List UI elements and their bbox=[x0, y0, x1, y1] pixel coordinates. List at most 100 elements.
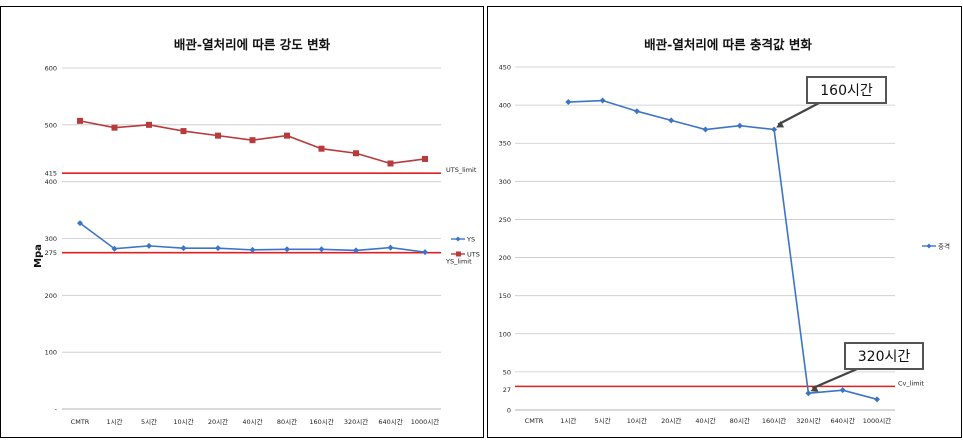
x-tick-label: 10시간 bbox=[173, 417, 193, 426]
annotation-arrowhead bbox=[776, 120, 785, 128]
x-tick-label: 20시간 bbox=[661, 416, 681, 425]
data-point bbox=[771, 126, 778, 133]
data-point bbox=[387, 160, 394, 167]
annotation-box bbox=[806, 76, 887, 104]
series-line-item bbox=[568, 99, 878, 401]
data-point bbox=[146, 242, 152, 249]
y-tick-label-item: - bbox=[55, 406, 58, 414]
x-tick-label: 640시간 bbox=[378, 417, 402, 426]
y-tick-label-300: 300 bbox=[499, 178, 511, 186]
data-point bbox=[284, 246, 290, 253]
annotation-label: 320시간 bbox=[858, 349, 911, 365]
legend-marker bbox=[926, 243, 932, 249]
legend-label-uts: UTS bbox=[467, 250, 480, 258]
y-tick-label-300: 300 bbox=[45, 235, 57, 243]
limit-label-uts-limit: UTS_limit bbox=[446, 166, 477, 174]
legend-label-ys: YS bbox=[466, 235, 475, 243]
data-point bbox=[633, 108, 640, 115]
y-tick-label-200: 200 bbox=[499, 254, 511, 262]
strength-y-axis-label: Mpa bbox=[33, 244, 44, 268]
impact-chart: 배관-열처리에 따른 충격값 변화 Cv_limit 0 27 50 100 150 20… bbox=[499, 37, 950, 425]
strength-chart: 배관-열처리에 따른 강도 변화 Mpa UTS_limit YS_limit -… bbox=[33, 37, 480, 426]
y-tick-label-100: 100 bbox=[45, 349, 57, 357]
data-point bbox=[599, 97, 606, 104]
y-tick-label-27: 27 bbox=[503, 386, 511, 394]
y-tick-label-200: 200 bbox=[45, 292, 57, 300]
x-tick-label: 320시간 bbox=[344, 417, 368, 426]
y-tick-label-350: 350 bbox=[499, 140, 511, 148]
strength-chart-title: 배관-열처리에 따른 강도 변화 bbox=[174, 37, 331, 52]
x-tick-label: 5시간 bbox=[141, 417, 157, 426]
data-point bbox=[422, 155, 428, 162]
data-point bbox=[180, 245, 187, 252]
x-tick-label: 80시간 bbox=[277, 417, 297, 426]
data-point bbox=[249, 246, 256, 253]
x-tick-label: 40시간 bbox=[242, 417, 262, 426]
x-tick-label: 1시간 bbox=[560, 416, 576, 425]
x-tick-label: 80시간 bbox=[730, 416, 750, 425]
y-tick-label-415: 415 bbox=[45, 170, 57, 178]
data-point bbox=[77, 220, 83, 227]
data-point bbox=[215, 132, 221, 139]
data-point bbox=[353, 247, 359, 254]
x-tick-label: 5시간 bbox=[595, 416, 611, 425]
data-point bbox=[318, 246, 325, 253]
data-point bbox=[146, 121, 152, 128]
data-point bbox=[249, 137, 256, 144]
y-tick-label-275: 275 bbox=[45, 249, 57, 257]
x-tick-label: 640시간 bbox=[831, 416, 855, 425]
data-point bbox=[77, 117, 83, 124]
data-point bbox=[736, 122, 743, 129]
y-tick-label-600: 600 bbox=[45, 65, 57, 73]
data-point bbox=[353, 150, 359, 157]
annotation-box bbox=[844, 342, 924, 370]
data-point bbox=[839, 387, 846, 394]
y-tick-label-400: 400 bbox=[45, 178, 57, 186]
data-point bbox=[111, 124, 118, 131]
data-point bbox=[284, 132, 290, 139]
annotation-arrow bbox=[777, 102, 820, 126]
x-tick-label: 1000시간 bbox=[863, 416, 892, 425]
x-tick-label: 1시간 bbox=[106, 417, 122, 426]
data-point bbox=[874, 396, 880, 403]
data-point bbox=[215, 245, 221, 252]
x-tick-label: 20시간 bbox=[208, 417, 228, 426]
data-point bbox=[565, 99, 572, 106]
data-point bbox=[805, 390, 812, 397]
legend-marker bbox=[455, 236, 461, 242]
x-tick-label: 160시간 bbox=[762, 416, 786, 425]
y-tick-label-50: 50 bbox=[503, 368, 511, 376]
legend-marker bbox=[456, 251, 461, 257]
y-tick-label-150: 150 bbox=[499, 292, 511, 300]
left-panel-frame bbox=[0, 6, 484, 438]
impact-chart-title: 배관-열처리에 따른 충격값 변화 bbox=[644, 37, 812, 52]
y-tick-label-100: 100 bbox=[499, 330, 511, 338]
data-point bbox=[318, 145, 325, 152]
annotation-label: 160시간 bbox=[820, 83, 873, 99]
y-tick-label-0: 0 bbox=[507, 407, 511, 415]
data-point bbox=[668, 117, 675, 124]
annotation-arrowhead bbox=[810, 385, 819, 392]
data-point bbox=[387, 244, 394, 251]
x-tick-label: 10시간 bbox=[627, 416, 647, 425]
y-tick-label-450: 450 bbox=[499, 64, 511, 72]
data-point bbox=[702, 126, 709, 133]
annotation-arrow bbox=[811, 367, 858, 390]
right-panel-frame bbox=[487, 6, 962, 438]
y-tick-label-400: 400 bbox=[499, 102, 511, 110]
data-point bbox=[422, 249, 428, 256]
data-point bbox=[111, 245, 118, 252]
x-tick-label: 40시간 bbox=[695, 416, 715, 425]
data-point bbox=[180, 128, 187, 135]
limit-label-ys-limit: YS_limit bbox=[445, 258, 472, 266]
x-tick-label: CMTR bbox=[525, 417, 544, 425]
legend-label-item: 충격 bbox=[938, 241, 950, 250]
y-tick-label-250: 250 bbox=[499, 216, 511, 224]
limit-label-cv-limit: Cv_limit bbox=[898, 379, 924, 387]
y-tick-label-500: 500 bbox=[45, 121, 57, 129]
x-tick-label: 320시간 bbox=[796, 416, 820, 425]
x-tick-label: 1000시간 bbox=[411, 417, 440, 426]
x-tick-label: 160시간 bbox=[309, 417, 333, 426]
x-tick-label: CMTR bbox=[71, 418, 90, 426]
